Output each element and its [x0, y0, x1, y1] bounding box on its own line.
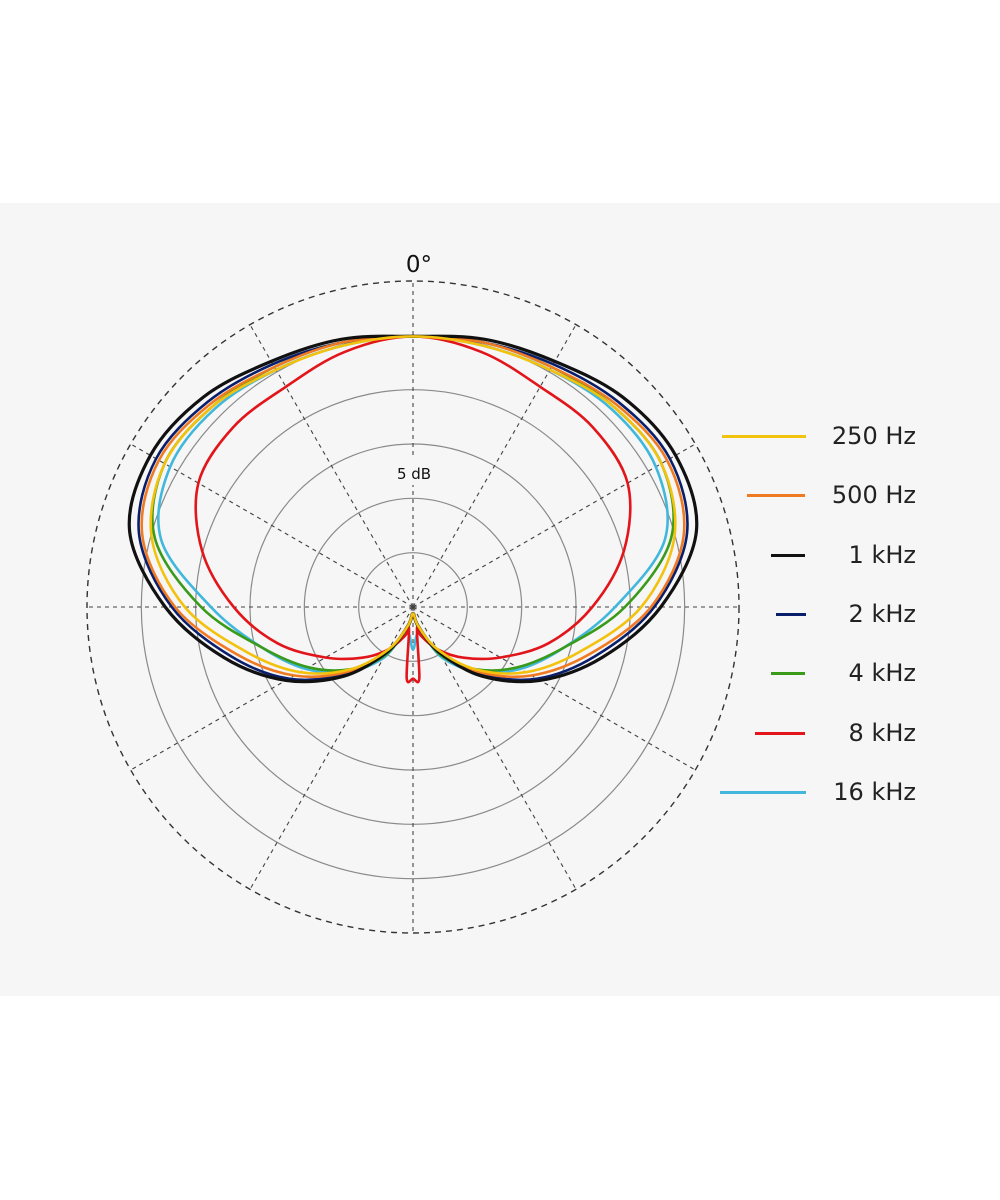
legend-label: 1 kHz [848, 540, 916, 569]
ring-label-background [386, 459, 436, 485]
legend-swatch [755, 731, 805, 735]
legend-label: 250 Hz [831, 422, 916, 450]
polar-grid [86, 280, 740, 934]
angle-label-0: 0° [406, 252, 432, 278]
legend-swatch [722, 435, 806, 438]
grid-spoke [130, 606, 414, 771]
series-curve-8-khz [194, 335, 632, 684]
legend-swatch [771, 553, 805, 557]
legend-label: 16 kHz [833, 777, 916, 806]
ring-label: 5 dB [397, 465, 431, 483]
legend-label: 8 kHz [848, 718, 916, 747]
legend-swatch [720, 790, 806, 794]
legend-swatch [747, 494, 805, 498]
legend-item: 16 kHz [715, 777, 1000, 807]
grid-spoke [412, 324, 577, 608]
legend-item: 8 kHz [715, 718, 1000, 748]
grid-spoke [249, 606, 414, 890]
series-curve-250-hz [149, 335, 677, 675]
legend-label: 4 kHz [848, 659, 916, 688]
polar-curves [127, 334, 699, 684]
legend-label: 500 Hz [831, 481, 916, 510]
legend-item: 250 Hz [715, 421, 1000, 451]
grid-spoke [412, 606, 577, 890]
legend-item: 500 Hz [715, 480, 1000, 510]
legend-label: 2 kHz [848, 599, 916, 628]
grid-spoke [249, 324, 414, 608]
legend-swatch [776, 612, 806, 616]
outer-ring [86, 280, 740, 934]
grid-spoke [412, 606, 696, 771]
legend-swatch [771, 672, 805, 676]
grid-spoke [130, 443, 414, 608]
legend-item: 1 kHz [715, 540, 1000, 570]
legend-item: 2 kHz [715, 599, 1000, 629]
grid-ring [358, 552, 468, 662]
polar-labels: 0° 5 dB [386, 252, 436, 485]
grid-ring [303, 497, 523, 717]
grid-spoke [412, 443, 696, 608]
legend-item: 4 kHz [715, 658, 1000, 688]
series-curve-16-khz [157, 335, 669, 674]
